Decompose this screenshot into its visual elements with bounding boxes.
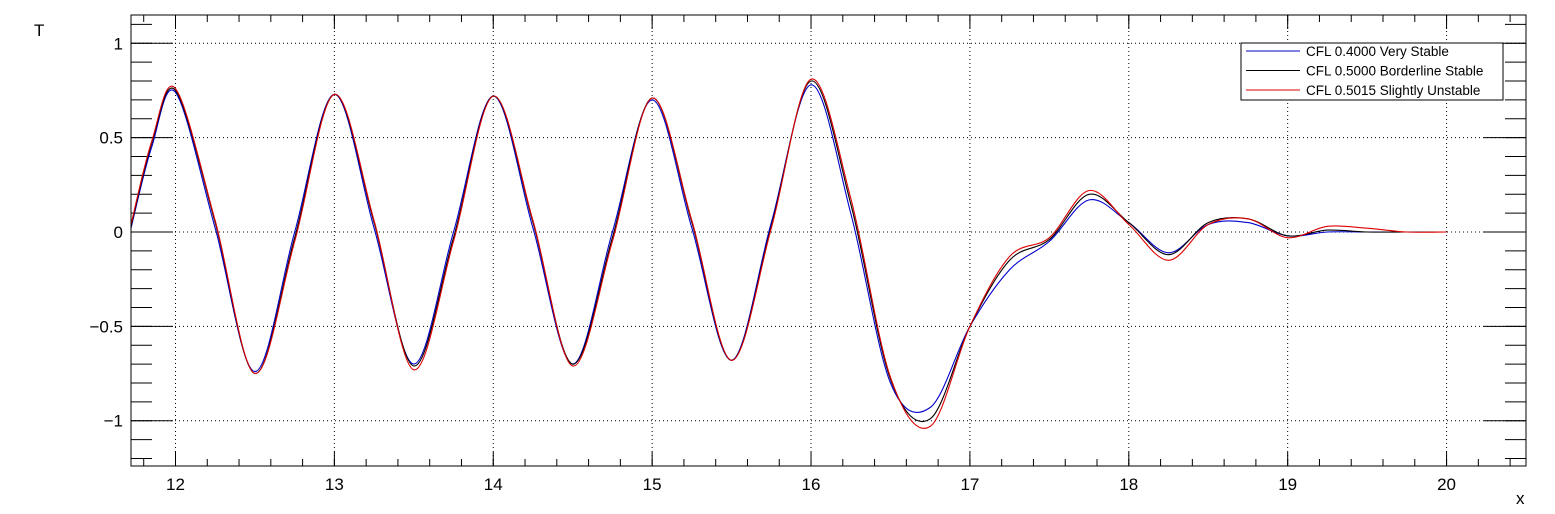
x-tick-label: 18 <box>1119 475 1138 494</box>
x-tick-label: 16 <box>802 475 821 494</box>
y-tick-label: 0 <box>114 223 123 242</box>
x-axis-title: x <box>1516 489 1525 508</box>
legend-label-2: CFL 0.5000 Borderline Stable <box>1306 64 1483 79</box>
x-tick-label: 12 <box>166 475 185 494</box>
grid <box>131 15 1526 466</box>
legend-label-3: CFL 0.5015 Slightly Unstable <box>1306 83 1480 98</box>
x-tick-label: 20 <box>1437 475 1456 494</box>
x-tick-label: 14 <box>484 475 503 494</box>
series-line-2 <box>130 80 1447 423</box>
y-tick-label: 1 <box>114 34 123 53</box>
plot-frame <box>130 14 1527 467</box>
series-line-3 <box>130 78 1447 429</box>
y-tick-label: −0.5 <box>89 317 123 336</box>
x-tick-label: 15 <box>643 475 662 494</box>
y-axis-title: T <box>34 21 44 40</box>
series-lines <box>130 78 1447 429</box>
x-tick-label: 19 <box>1278 475 1297 494</box>
y-tick-label: 0.5 <box>99 129 123 148</box>
x-tick-label: 17 <box>960 475 979 494</box>
y-tick-label: −1 <box>104 412 123 431</box>
legend: CFL 0.4000 Very Stable CFL 0.5000 Borderl… <box>1240 42 1504 101</box>
legend-label-1: CFL 0.4000 Very Stable <box>1306 44 1449 59</box>
series-line-1 <box>130 84 1447 414</box>
tick-labels: 12 13 14 15 16 17 18 19 20 −1 −0.5 0 0.5 1 <box>89 34 1456 494</box>
x-tick-label: 13 <box>325 475 344 494</box>
axis-ticks <box>131 15 1526 466</box>
